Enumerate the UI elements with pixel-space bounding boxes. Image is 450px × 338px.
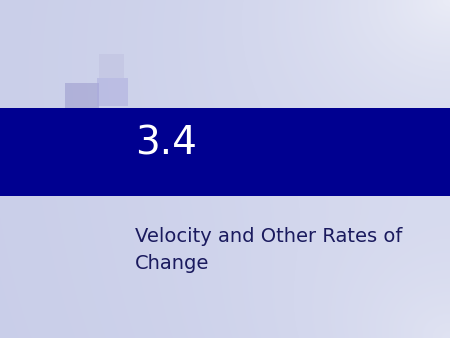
Text: 3.4: 3.4 xyxy=(135,125,197,163)
Bar xyxy=(97,78,128,106)
Bar xyxy=(65,83,99,117)
Bar xyxy=(0,123,27,162)
Bar xyxy=(27,113,68,172)
Bar xyxy=(0,108,450,196)
Bar xyxy=(99,54,124,78)
Bar xyxy=(63,117,101,162)
Text: Velocity and Other Rates of
Change: Velocity and Other Rates of Change xyxy=(135,227,402,273)
